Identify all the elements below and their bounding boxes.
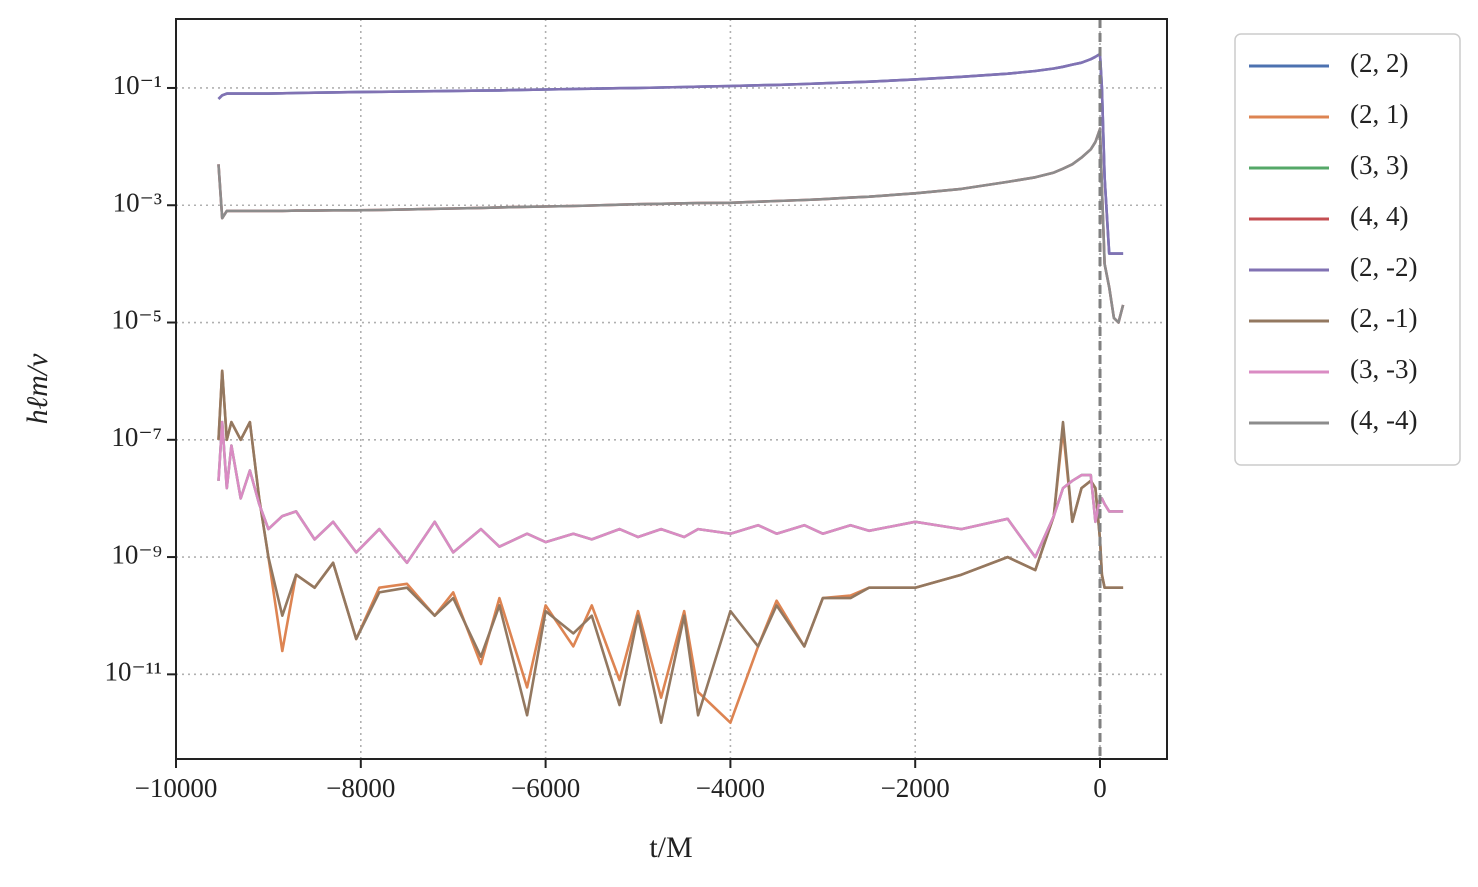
y-tick-label: 10⁻¹ xyxy=(113,70,162,100)
series-line xyxy=(217,127,1125,324)
legend-label: (4, -4) xyxy=(1350,405,1417,435)
x-tick-label: 0 xyxy=(1093,773,1107,803)
legend-box xyxy=(1234,33,1461,466)
x-axis-label: t/M xyxy=(649,831,692,864)
series-line xyxy=(217,127,1125,324)
legend-label: (3, -3) xyxy=(1350,354,1417,384)
x-tick-label: −6000 xyxy=(511,773,580,803)
legend-label: (3, 3) xyxy=(1350,150,1408,180)
plot-frame xyxy=(175,18,1168,760)
x-tick-label: −8000 xyxy=(326,773,395,803)
y-axis-label: hℓm/ν xyxy=(21,353,54,424)
series-line xyxy=(217,52,1124,255)
x-tick-label: −10000 xyxy=(135,773,218,803)
y-tick-label: 10⁻⁵ xyxy=(111,305,162,335)
series-line xyxy=(217,420,1124,565)
series-line xyxy=(217,52,1124,255)
legend-label: (2, -1) xyxy=(1350,303,1417,333)
legend-label: (4, 4) xyxy=(1350,201,1408,231)
legend-label: (2, -2) xyxy=(1350,252,1417,282)
series-line xyxy=(217,420,1124,565)
y-tick-label: 10⁻⁷ xyxy=(111,422,162,452)
y-tick-label: 10⁻⁹ xyxy=(111,539,162,569)
series-line xyxy=(217,369,1124,724)
legend-label: (2, 2) xyxy=(1350,48,1408,78)
series-line xyxy=(217,369,1124,724)
legend-label: (2, 1) xyxy=(1350,99,1408,129)
y-tick-label: 10⁻¹¹ xyxy=(105,657,162,687)
y-tick-label: 10⁻³ xyxy=(113,187,162,217)
x-tick-label: −4000 xyxy=(696,773,765,803)
x-tick-label: −2000 xyxy=(881,773,950,803)
